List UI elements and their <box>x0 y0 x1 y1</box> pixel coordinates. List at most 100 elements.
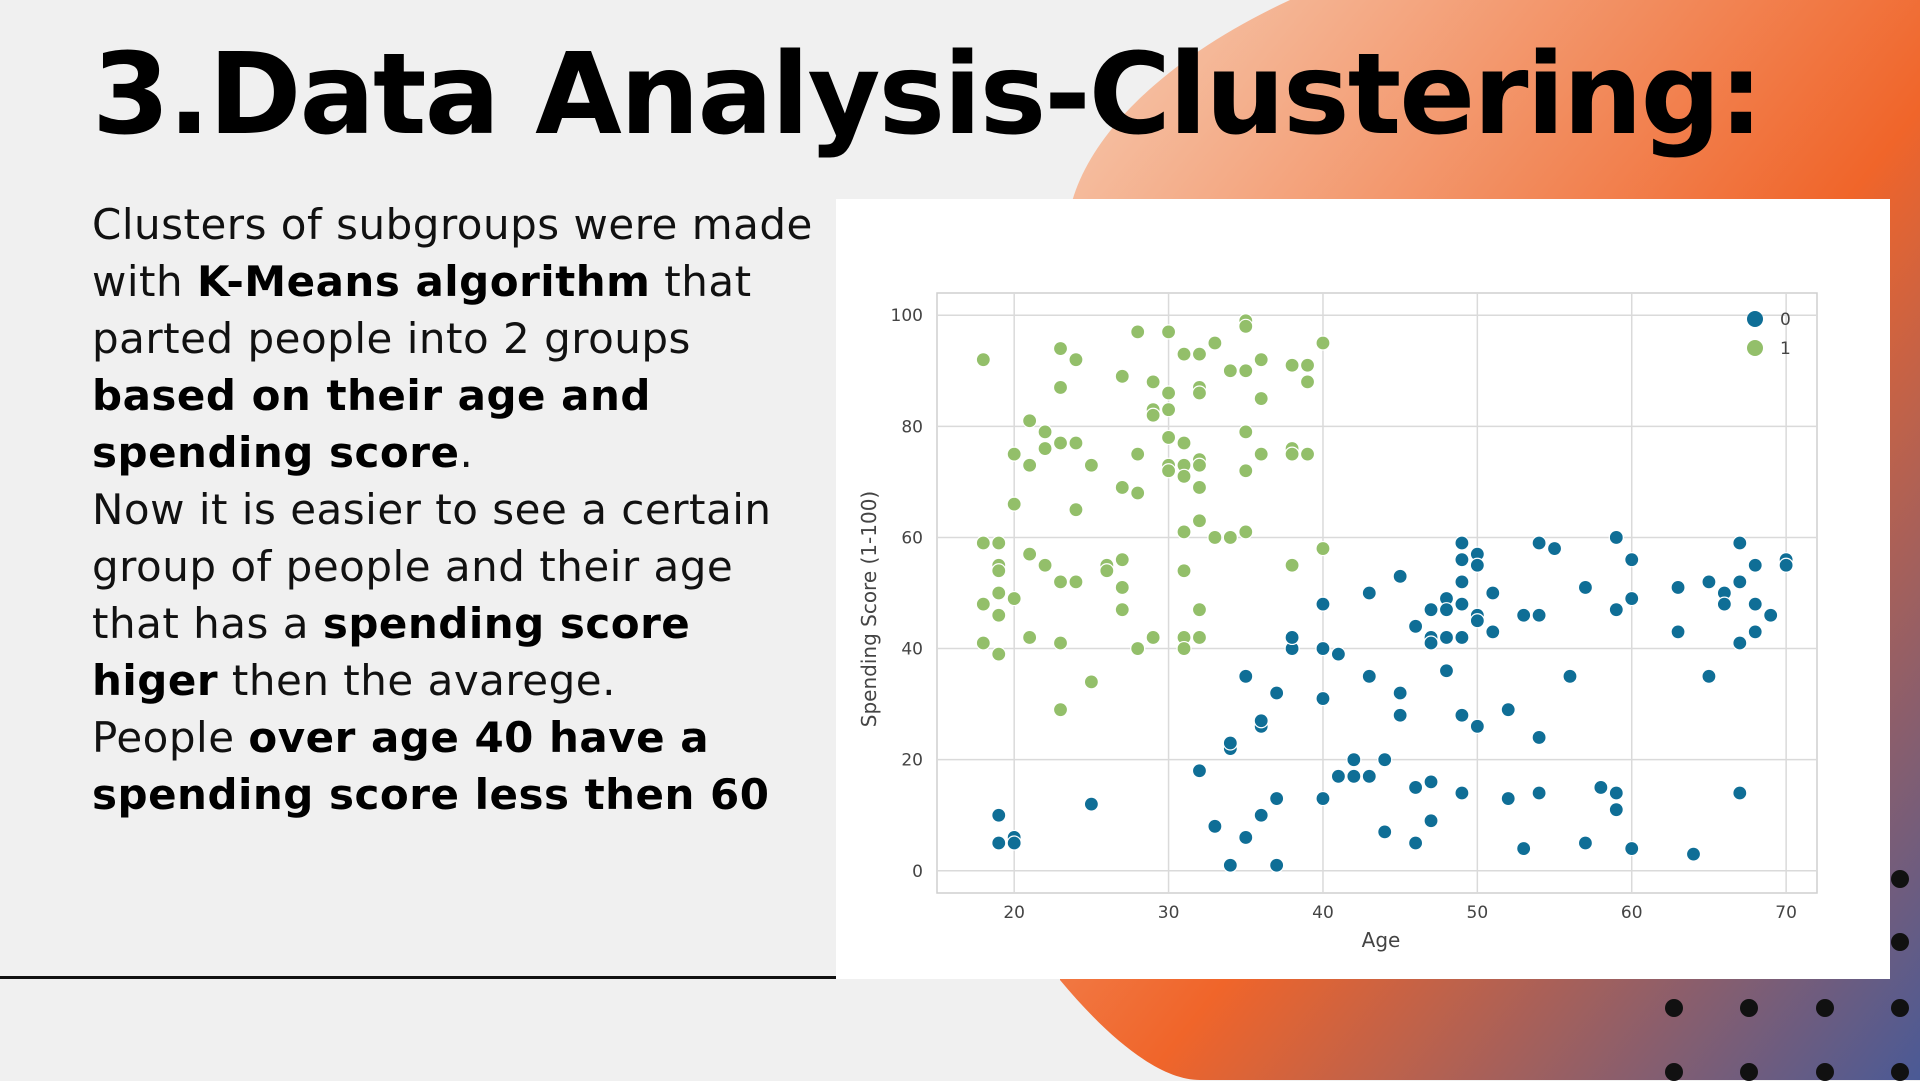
data-point-cluster-1 <box>1176 346 1192 362</box>
y-tick-label: 40 <box>901 640 923 660</box>
data-point-cluster-0 <box>1238 668 1254 684</box>
data-point-cluster-0 <box>1361 668 1377 684</box>
data-point-cluster-0 <box>1361 585 1377 601</box>
data-point-cluster-0 <box>1315 690 1331 707</box>
data-point-cluster-1 <box>1006 496 1022 512</box>
data-point-cluster-0 <box>1608 602 1624 618</box>
data-point-cluster-1 <box>1238 318 1254 334</box>
data-point-cluster-0 <box>1392 707 1408 723</box>
data-point-cluster-0 <box>1392 685 1408 701</box>
data-point-cluster-0 <box>1500 790 1516 807</box>
data-point-cluster-0 <box>1083 796 1099 812</box>
data-point-cluster-0 <box>1500 702 1516 718</box>
data-point-cluster-1 <box>1145 407 1161 423</box>
data-point-cluster-0 <box>1423 635 1439 651</box>
data-point-cluster-0 <box>1485 624 1501 640</box>
data-point-cluster-0 <box>1531 535 1547 551</box>
data-point-cluster-1 <box>975 596 991 612</box>
data-point-cluster-0 <box>1454 574 1470 590</box>
data-point-cluster-0 <box>1716 596 1732 612</box>
data-point-cluster-1 <box>1176 524 1192 540</box>
data-point-cluster-0 <box>1747 557 1763 573</box>
data-point-cluster-0 <box>991 835 1007 851</box>
data-point-cluster-0 <box>1269 857 1285 873</box>
data-point-cluster-1 <box>1052 435 1069 451</box>
text-run: Now it is easier to see a certain group … <box>92 485 772 648</box>
data-point-cluster-1 <box>1022 546 1038 562</box>
data-point-cluster-0 <box>1624 552 1640 568</box>
data-point-cluster-1 <box>1191 602 1208 618</box>
data-point-cluster-1 <box>1191 479 1208 496</box>
data-point-cluster-1 <box>975 352 991 368</box>
data-point-cluster-0 <box>1207 818 1223 834</box>
data-point-cluster-0 <box>1423 602 1439 618</box>
data-point-cluster-1 <box>1052 379 1069 396</box>
data-point-cluster-1 <box>1145 629 1161 646</box>
legend-label: 1 <box>1780 339 1791 359</box>
page-title: 3.Data Analysis-Clustering: <box>92 30 1764 160</box>
data-point-cluster-1 <box>1052 635 1069 651</box>
y-axis-label: Spending Score (1-100) <box>857 491 881 727</box>
data-point-cluster-1 <box>1207 529 1223 546</box>
data-point-cluster-0 <box>1438 629 1455 646</box>
data-point-cluster-0 <box>1006 835 1022 851</box>
data-point-cluster-0 <box>1732 635 1748 651</box>
data-point-cluster-1 <box>1253 352 1269 368</box>
decorative-dot <box>1891 1063 1909 1081</box>
data-point-cluster-0 <box>1670 579 1686 596</box>
data-point-cluster-0 <box>1516 840 1532 857</box>
data-point-cluster-0 <box>1469 613 1485 629</box>
data-point-cluster-1 <box>1238 424 1254 440</box>
data-point-cluster-0 <box>1454 535 1470 551</box>
data-point-cluster-0 <box>1747 596 1763 612</box>
data-point-cluster-0 <box>1253 713 1269 729</box>
data-point-cluster-1 <box>1052 574 1069 590</box>
data-point-cluster-1 <box>1176 640 1192 657</box>
data-point-cluster-1 <box>1253 446 1269 462</box>
data-point-cluster-0 <box>1593 779 1609 796</box>
data-point-cluster-1 <box>1253 390 1269 407</box>
legend-marker <box>1747 311 1763 327</box>
data-point-cluster-1 <box>1191 385 1208 401</box>
data-point-cluster-0 <box>1608 529 1624 546</box>
data-point-cluster-0 <box>1624 840 1640 857</box>
data-point-cluster-0 <box>1269 790 1285 807</box>
data-point-cluster-0 <box>1377 824 1393 840</box>
data-point-cluster-0 <box>1763 607 1779 623</box>
data-point-cluster-1 <box>1160 385 1177 401</box>
data-point-cluster-1 <box>1191 513 1208 529</box>
legend-marker <box>1747 340 1763 356</box>
data-point-cluster-0 <box>1361 768 1377 784</box>
data-point-cluster-0 <box>1454 596 1470 612</box>
data-point-cluster-1 <box>1191 346 1208 362</box>
data-point-cluster-0 <box>1469 557 1485 573</box>
y-tick-label: 60 <box>901 528 923 548</box>
data-point-cluster-1 <box>1052 340 1069 357</box>
data-point-cluster-0 <box>1485 585 1501 601</box>
data-point-cluster-0 <box>1407 779 1424 796</box>
section-divider <box>0 976 836 979</box>
data-point-cluster-0 <box>991 807 1007 823</box>
data-point-cluster-1 <box>1238 524 1254 540</box>
bold-text: over age 40 have a spending score less t… <box>92 713 770 819</box>
data-point-cluster-0 <box>1222 857 1238 873</box>
data-point-cluster-0 <box>1238 829 1254 846</box>
data-point-cluster-1 <box>1114 579 1130 596</box>
paragraph: Clusters of subgroups were made with K-M… <box>92 196 822 481</box>
data-point-cluster-1 <box>1068 574 1084 590</box>
data-point-cluster-0 <box>1670 624 1686 640</box>
data-point-cluster-0 <box>1454 552 1470 568</box>
data-point-cluster-1 <box>1022 457 1038 473</box>
data-point-cluster-0 <box>1191 763 1208 779</box>
data-point-cluster-1 <box>1052 702 1069 718</box>
y-tick-label: 80 <box>901 417 923 437</box>
data-point-cluster-1 <box>991 607 1007 623</box>
data-point-cluster-1 <box>1160 429 1177 446</box>
data-point-cluster-1 <box>1191 457 1208 473</box>
data-point-cluster-1 <box>1315 335 1331 351</box>
data-point-cluster-0 <box>1392 568 1408 584</box>
data-point-cluster-0 <box>1454 707 1470 723</box>
data-point-cluster-1 <box>1284 557 1300 573</box>
data-point-cluster-1 <box>1315 540 1331 557</box>
data-point-cluster-0 <box>1407 835 1424 851</box>
